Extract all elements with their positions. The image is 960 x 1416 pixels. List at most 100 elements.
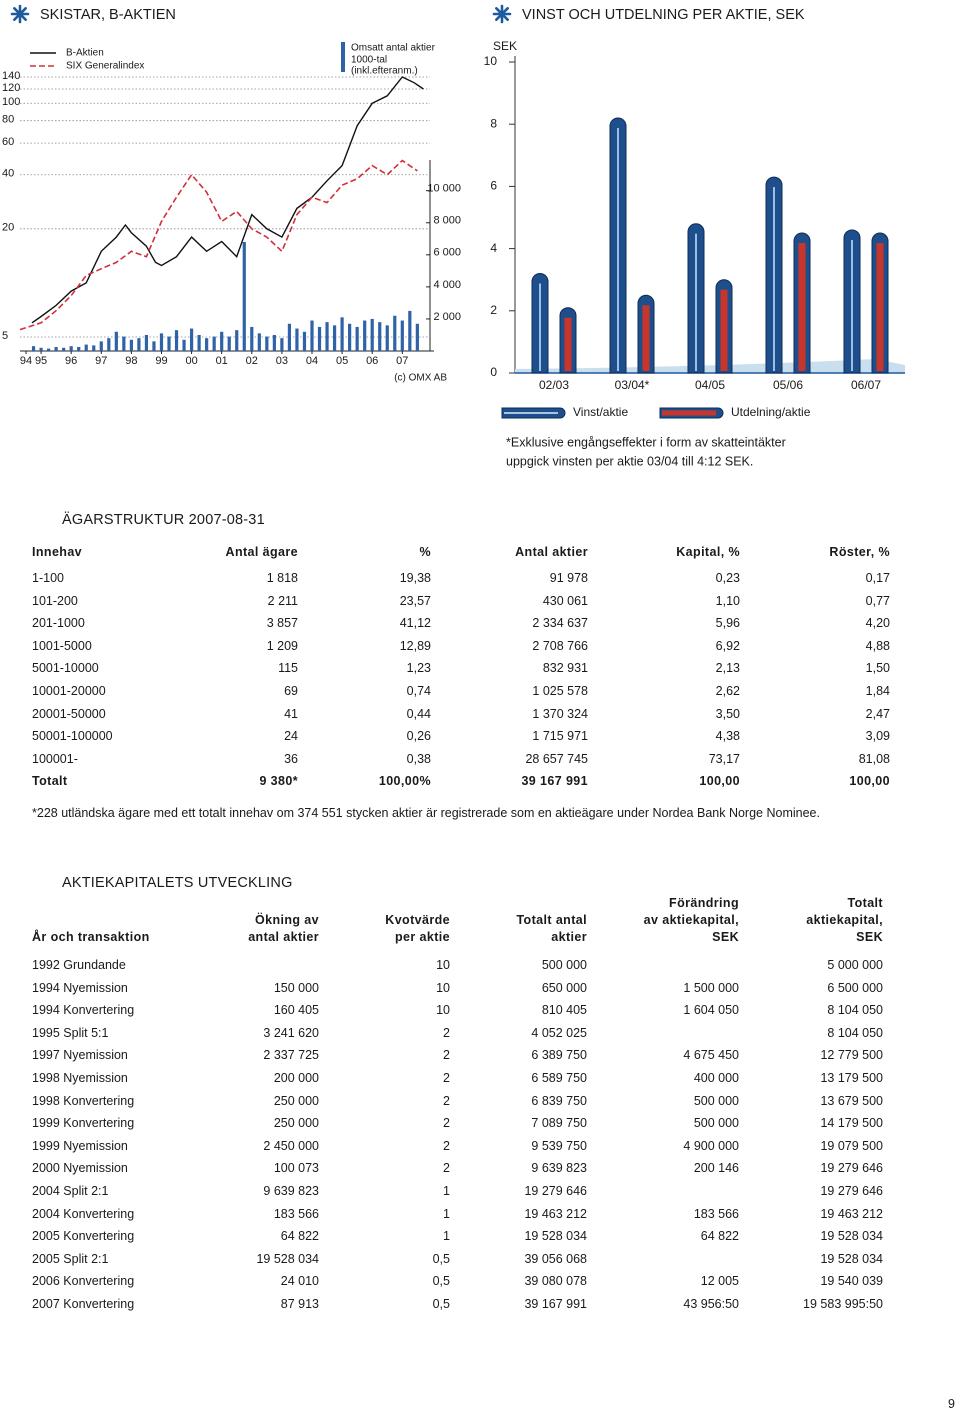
y2-tick-label: 6 000 [433, 247, 461, 259]
volume-bar [114, 331, 118, 351]
table-cell: 8 104 050 [827, 1025, 883, 1040]
volume-bar [332, 325, 337, 351]
column-header: % [419, 545, 431, 559]
y-tick-label: 4 [490, 241, 497, 255]
volume-bar [378, 322, 382, 351]
chart-title: VINST OCH UTDELNING PER AKTIE, SEK [522, 7, 805, 23]
column-header: antal aktier [248, 930, 319, 944]
table-cell: 1 715 971 [532, 729, 588, 744]
x-tick-label: 99 [155, 355, 167, 367]
table-cell: 9 539 750 [531, 1138, 587, 1153]
table-cell: 0,5 [432, 1297, 450, 1311]
table-cell: 14 179 500 [820, 1116, 883, 1131]
column-header: SEK [856, 930, 883, 944]
table-cell: 183 566 [273, 1206, 319, 1221]
table-cell: 2 708 766 [532, 638, 588, 653]
table-cell: 2007 Konvertering [32, 1297, 135, 1311]
column-header: Totalt [847, 896, 883, 910]
table-note: *228 utländska ägare med ett totalt inne… [32, 806, 820, 820]
table-cell: 12 779 500 [820, 1048, 883, 1063]
legend-label: Omsatt antal aktier [351, 43, 436, 54]
volume-bar [408, 310, 412, 351]
table-cell: 1 818 [266, 571, 298, 585]
table-cell: 19,38 [399, 571, 431, 585]
table-cell: 5 000 000 [827, 958, 883, 972]
column-header: Förändring [669, 896, 739, 910]
volume-bar [242, 241, 246, 351]
column-header: Innehav [32, 545, 83, 559]
volume-bar [39, 347, 43, 351]
table-cell: 1 370 324 [532, 706, 588, 721]
table-cell: 1994 Nyemission [32, 980, 128, 995]
table-cell: 2,47 [865, 706, 890, 721]
section-title: ÄGARSTRUKTUR 2007-08-31 [62, 512, 265, 528]
table-cell: 2 [443, 1161, 450, 1176]
table-cell: 0,5 [432, 1251, 450, 1266]
y-tick-label: 20 [2, 222, 14, 234]
volume-bar [92, 345, 96, 351]
table-cell: 0,17 [865, 571, 890, 585]
legend-label: SIX Generalindex [66, 61, 144, 72]
table-cell: 19 279 646 [820, 1161, 883, 1176]
y-tick-label: 2 [490, 303, 497, 317]
table-cell: 6 389 750 [531, 1048, 587, 1063]
volume-bar [159, 333, 164, 351]
volume-bar [370, 318, 374, 351]
x-tick-label: 97 [95, 355, 107, 367]
table-cell: 19 463 212 [820, 1206, 883, 1221]
y2-tick-label: 8 000 [433, 215, 461, 227]
legend-label: Vinst/aktie [573, 405, 628, 419]
table-cell: 650 000 [541, 980, 587, 995]
y-tick-label: 60 [2, 136, 14, 148]
table-cell: 1 209 [266, 638, 298, 653]
table-cell: 10 [436, 1003, 450, 1018]
table-cell: 43 956:50 [683, 1297, 739, 1311]
column-header: av aktiekapital, [643, 913, 739, 927]
table-cell: 430 061 [542, 593, 588, 608]
table-cell: 1 604 050 [683, 1003, 739, 1018]
volume-bar [257, 333, 261, 351]
volume-bar [385, 325, 389, 351]
table-cell: 1 [443, 1229, 450, 1244]
x-tick-label: 07 [396, 355, 408, 367]
volume-bar [62, 347, 66, 351]
y-axis-label: SEK [493, 39, 517, 53]
table-cell: 0,44 [406, 706, 431, 721]
ski-stripe [798, 243, 806, 371]
snowflake-icon [492, 4, 512, 24]
table-cell: 1-100 [32, 571, 64, 585]
legend-note: 1000-tal [351, 55, 387, 66]
table-cell: 19 528 034 [820, 1251, 883, 1266]
table-cell: 10 [436, 980, 450, 995]
table-cell: 2 [443, 1025, 450, 1040]
table-cell: 2 [443, 1071, 450, 1085]
volume-bar [54, 346, 58, 351]
table-cell: 150 000 [273, 980, 319, 995]
table-cell: 1999 Nyemission [32, 1138, 128, 1153]
column-header: Röster, % [829, 545, 890, 559]
icon-stroke [13, 7, 27, 21]
legend-label: B-Aktien [66, 48, 104, 59]
table-cell: 39 056 068 [524, 1251, 587, 1266]
table-cell: 100 073 [273, 1161, 319, 1176]
table-cell: 2006 Konvertering [32, 1274, 135, 1289]
table-cell: 50001-100000 [32, 729, 113, 744]
table-cell: 1997 Nyemission [32, 1048, 128, 1063]
table-cell: 201-1000 [32, 616, 85, 631]
column-header: Kvotvärde [385, 913, 450, 927]
table-cell: 4 052 025 [531, 1025, 587, 1040]
volume-bar [272, 334, 276, 351]
table-cell: 1 025 578 [532, 684, 588, 698]
table-cell: 87 913 [280, 1297, 319, 1311]
table-cell: 41,12 [399, 616, 431, 631]
table-cell: 0,5 [432, 1274, 450, 1289]
table-cell: 2 334 637 [532, 616, 588, 631]
table-cell: 0,77 [865, 593, 890, 608]
column-header: Totalt antal [516, 913, 587, 927]
volume-bar [235, 330, 239, 351]
ski-stripe [876, 243, 884, 371]
table-cell: 39 167 991 [524, 1297, 587, 1311]
volume-bar [174, 330, 179, 351]
y-tick-label: 40 [2, 168, 14, 180]
volume-bar [129, 339, 133, 351]
